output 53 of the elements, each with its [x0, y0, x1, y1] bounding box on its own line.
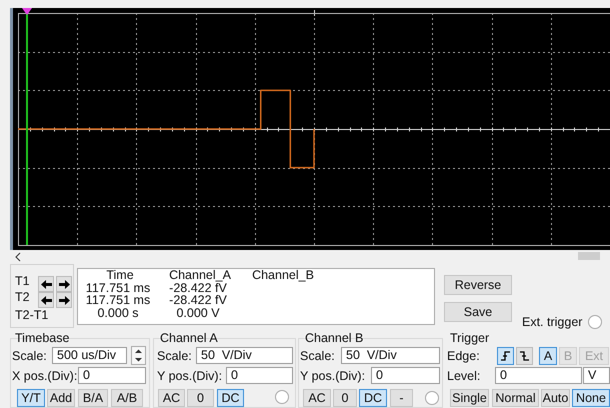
text: Edge:	[447, 348, 481, 364]
text: Channel A	[160, 330, 219, 346]
text: Save	[444, 302, 512, 322]
text: -	[390, 389, 413, 407]
text: Y pos.(Div):	[157, 368, 224, 384]
text: A/B	[111, 389, 143, 407]
text: V	[583, 367, 610, 384]
text: AC	[303, 389, 331, 407]
text: -28.422 fV	[168, 280, 227, 295]
text: Channel B	[305, 330, 364, 346]
text: Level:	[447, 368, 482, 384]
text: 0	[333, 389, 357, 407]
text: X pos.(Div):	[12, 368, 78, 384]
text: 117.751 ms	[84, 280, 152, 295]
text: Trigger	[450, 330, 490, 346]
text: DC	[359, 389, 387, 407]
text: T2	[15, 289, 31, 305]
text: Single	[450, 389, 489, 407]
text: T1	[15, 273, 31, 289]
text: Auto	[541, 389, 570, 407]
text: 0	[371, 367, 440, 384]
text: AC	[158, 389, 185, 407]
text: Scale:	[12, 348, 48, 364]
text: Y/T	[17, 389, 45, 407]
text: DC	[217, 389, 244, 407]
text: Ext	[579, 347, 609, 365]
text: 50 V/Div	[196, 347, 293, 364]
text: 0	[226, 367, 293, 384]
text: Ext. trigger	[522, 314, 584, 330]
text: Timebase	[15, 330, 70, 346]
text: Reverse	[444, 275, 512, 295]
text: 117.751 ms	[84, 292, 152, 308]
text: Normal	[492, 389, 539, 407]
text: Time	[105, 267, 135, 283]
text: Channel_B	[251, 267, 315, 283]
text: Channel_A	[168, 267, 232, 283]
text: 0	[78, 367, 146, 384]
text: 50 V/Div	[341, 347, 440, 364]
text: 0.000 s	[96, 305, 140, 321]
text: B	[559, 347, 577, 365]
text: 0.000 V	[175, 305, 221, 321]
text: 500 us/Div	[52, 347, 127, 364]
text: 0	[495, 367, 582, 384]
text: B/A	[78, 389, 108, 407]
text: Y pos.(Div):	[300, 368, 366, 384]
text: Scale:	[300, 348, 336, 364]
text: T2-T1	[15, 307, 50, 323]
text: None	[572, 389, 610, 407]
text: A	[539, 347, 557, 365]
text: Add	[47, 389, 75, 407]
text: Scale:	[157, 348, 193, 364]
text: -28.422 fV	[168, 292, 228, 308]
text: 0	[187, 389, 214, 407]
